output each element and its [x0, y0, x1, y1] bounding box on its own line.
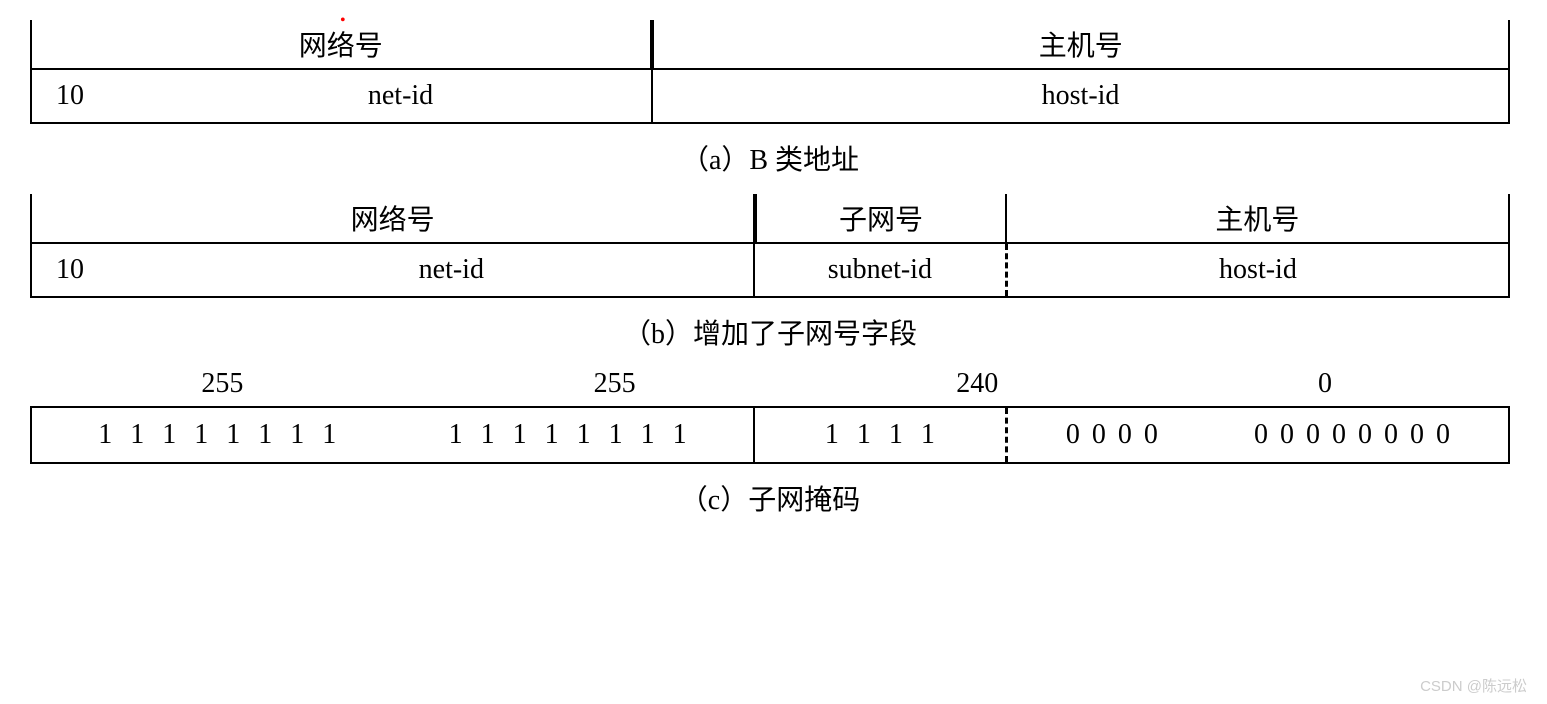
bit: 0: [1066, 419, 1080, 451]
bit: 1: [162, 419, 176, 451]
red-dot: •: [340, 12, 346, 30]
bit: 1: [449, 419, 463, 451]
bits-octet1: 1 1 1 1 1 1 1 1: [98, 419, 336, 451]
bit: 1: [290, 419, 304, 451]
watermark: CSDN @陈远松: [1420, 675, 1527, 696]
bit: 1: [545, 419, 559, 451]
bit: 0: [1092, 419, 1106, 451]
section-a-header: 网络号 主机号: [30, 20, 1510, 68]
bits-octet2: 1 1 1 1 1 1 1 1: [449, 419, 687, 451]
bit: 0: [1144, 419, 1158, 451]
section-b-header: 网络号 子网号 主机号: [30, 194, 1510, 242]
bits-host-right: 0 0 0 0 0 0 0 0: [1254, 419, 1450, 451]
bit: 1: [825, 419, 839, 451]
cell-a-hostid: host-id: [653, 70, 1508, 122]
bits-subnet: 1 1 1 1: [755, 408, 1005, 462]
bit: 1: [577, 419, 591, 451]
bit: 0: [1280, 419, 1294, 451]
diagram-container: 网络号 主机号 10 net-id host-id （a）B 类地址 网络号 子…: [30, 20, 1510, 518]
bits-subnet-group: 1 1 1 1: [825, 419, 935, 451]
bit: 1: [322, 419, 336, 451]
bit: 1: [641, 419, 655, 451]
bit: 1: [226, 419, 240, 451]
mask-labels: 255 255 240 0: [30, 368, 1510, 400]
bit: 0: [1254, 419, 1268, 451]
bit: 1: [857, 419, 871, 451]
bit: 0: [1332, 419, 1346, 451]
bits-host: 0 0 0 0 0 0 0 0 0 0 0 0: [1008, 408, 1508, 462]
bit: 0: [1384, 419, 1398, 451]
cell-a-netid: net-id: [150, 70, 651, 122]
cell-b-hostid: host-id: [1008, 244, 1508, 296]
bit: 0: [1358, 419, 1372, 451]
bit: 1: [673, 419, 687, 451]
bit: 1: [130, 419, 144, 451]
cell-b-prefix: 10: [32, 244, 150, 296]
bit: 1: [258, 419, 272, 451]
bit: 0: [1410, 419, 1424, 451]
caption-c: （c）子网掩码: [30, 478, 1510, 518]
caption-a: （a）B 类地址: [30, 138, 1510, 178]
bit: 1: [889, 419, 903, 451]
section-b-box: 10 net-id subnet-id host-id: [30, 242, 1510, 298]
bits-octets-12: 1 1 1 1 1 1 1 1 1 1 1 1 1 1 1 1: [32, 408, 753, 462]
bit: 0: [1306, 419, 1320, 451]
cell-b-subnetid: subnet-id: [755, 244, 1005, 296]
header-b-host: 主机号: [1007, 194, 1510, 242]
header-a-host: 主机号: [652, 20, 1510, 68]
header-b-network: 网络号: [30, 194, 755, 242]
mask-label-4: 0: [1140, 368, 1510, 400]
section-c-box: 1 1 1 1 1 1 1 1 1 1 1 1 1 1 1 1: [30, 406, 1510, 464]
bit: 1: [481, 419, 495, 451]
bits-host-left: 0 0 0 0: [1066, 419, 1158, 451]
bit: 0: [1118, 419, 1132, 451]
bit: 1: [921, 419, 935, 451]
mask-label-2: 255: [415, 368, 815, 400]
cell-a-prefix: 10: [32, 70, 150, 122]
mask-label-3: 240: [814, 368, 1140, 400]
bit: 1: [98, 419, 112, 451]
bit: 1: [609, 419, 623, 451]
caption-b: （b）增加了子网号字段: [30, 312, 1510, 352]
mask-label-1: 255: [30, 368, 415, 400]
bit: 1: [194, 419, 208, 451]
bit: 1: [513, 419, 527, 451]
header-b-subnet: 子网号: [755, 194, 1007, 242]
cell-b-netid: net-id: [150, 244, 753, 296]
section-a-box: 10 net-id host-id: [30, 68, 1510, 124]
bit: 0: [1436, 419, 1450, 451]
